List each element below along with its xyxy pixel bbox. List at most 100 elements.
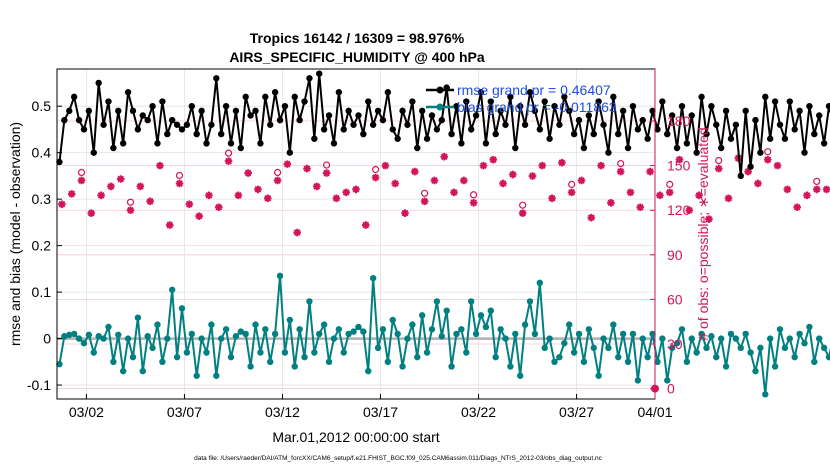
- rmse-point: [820, 140, 828, 147]
- x-tick-label: 03/17: [363, 404, 398, 420]
- bias-point: [595, 372, 602, 379]
- rmse-point: [247, 112, 254, 119]
- rmse-point: [115, 107, 122, 115]
- rmse-point: [164, 130, 171, 138]
- rmse-point: [487, 98, 494, 105]
- rmse-point: [556, 121, 563, 128]
- rmse-point: [340, 126, 347, 133]
- bias-point: [257, 349, 264, 356]
- bias-point: [110, 358, 117, 366]
- bias-point: [536, 279, 544, 287]
- rmse-point: [149, 102, 156, 110]
- bias-point: [247, 363, 254, 370]
- rmse-point: [526, 89, 534, 96]
- chart-title-line2: AIRS_SPECIFIC_HUMIDITY @ 400 hPa: [229, 49, 485, 65]
- bias-point: [168, 286, 176, 293]
- bias-point: [517, 372, 524, 379]
- rmse-point: [433, 126, 441, 133]
- rmse-point: [365, 98, 372, 105]
- bias-point: [105, 323, 112, 331]
- rmse-point: [463, 98, 470, 105]
- bias-point: [698, 330, 705, 338]
- bias-point: [727, 330, 735, 338]
- obs-evaluated-point: [58, 200, 66, 209]
- rmse-point: [70, 93, 78, 101]
- bias-point: [752, 367, 759, 375]
- rmse-point: [423, 135, 431, 142]
- bias-point: [423, 349, 431, 356]
- obs-evaluated-point: [479, 161, 488, 170]
- rmse-point: [472, 112, 480, 119]
- bias-point: [575, 330, 583, 338]
- legend-rmse-label: rmse grand pr = 0.46407: [457, 82, 611, 98]
- rmse-point: [575, 116, 583, 124]
- bias-point: [379, 326, 387, 333]
- obs-evaluated-point: [665, 188, 674, 197]
- obs-evaluated-point: [126, 206, 135, 215]
- bias-point: [129, 353, 137, 361]
- obs-evaluated-point: [430, 176, 439, 185]
- bias-point: [355, 323, 362, 331]
- bias-point: [208, 321, 215, 328]
- obs-possible-point: [813, 177, 821, 186]
- x-axis-label: Mar.01,2012 00:00:00 start: [272, 429, 439, 445]
- legend-bias-marker: [436, 103, 444, 111]
- bias-point: [345, 330, 352, 338]
- bias-point: [566, 321, 573, 328]
- rmse-point: [80, 126, 88, 133]
- legend-rmse-marker: [436, 86, 444, 94]
- bias-point: [237, 328, 245, 335]
- bias-point: [222, 326, 230, 333]
- rmse-point: [66, 107, 73, 115]
- obs-evaluated-point: [97, 191, 105, 200]
- rmse-point: [517, 102, 524, 110]
- y-tick-label-right: 180: [667, 113, 691, 129]
- obs-evaluated-point: [499, 179, 507, 188]
- plot-marks: [56, 70, 830, 398]
- bias-point: [139, 367, 146, 375]
- bias-point: [232, 333, 240, 340]
- bias-point: [605, 344, 612, 352]
- obs-evaluated-point: [342, 188, 350, 197]
- bias-point: [291, 363, 298, 370]
- rmse-point: [56, 158, 63, 166]
- obs-evaluated-point: [803, 191, 811, 200]
- rmse-point: [673, 144, 681, 152]
- rmse-point: [276, 116, 284, 124]
- bias-point: [124, 335, 132, 342]
- obs-possible-point: [519, 201, 527, 209]
- y-tick-label-right: 60: [667, 291, 683, 307]
- y-axis-label-right: # of obs: o=possible; ∗=evaluated: [695, 127, 711, 340]
- bias-point: [688, 335, 695, 342]
- bias-point: [732, 335, 740, 342]
- bias-point: [301, 353, 308, 361]
- rmse-point: [590, 130, 597, 138]
- bias-point: [56, 360, 63, 368]
- rmse-point: [757, 149, 764, 156]
- bias-point: [325, 358, 333, 366]
- rmse-point: [306, 75, 313, 82]
- rmse-point: [531, 107, 539, 115]
- bias-point: [281, 349, 289, 356]
- bias-point: [164, 335, 171, 342]
- rmse-point: [566, 107, 573, 115]
- bias-point: [820, 344, 828, 352]
- bias-point: [85, 331, 93, 339]
- bias-point: [389, 316, 396, 324]
- rmse-point: [232, 107, 240, 115]
- obs-evaluated-point: [411, 167, 419, 176]
- bias-point: [521, 321, 529, 328]
- rmse-point: [75, 116, 83, 124]
- bias-point: [320, 321, 328, 328]
- bias-point: [350, 328, 357, 335]
- obs-evaluated-point: [822, 185, 830, 194]
- bias-point: [227, 353, 235, 361]
- rmse-point: [595, 98, 602, 105]
- obs-evaluated-point: [175, 179, 184, 188]
- rmse-point: [105, 98, 112, 105]
- rmse-point: [193, 130, 200, 138]
- bias-point: [580, 358, 588, 366]
- obs-evaluated-point: [587, 213, 596, 222]
- rmse-point: [154, 140, 161, 147]
- bias-point: [497, 326, 504, 333]
